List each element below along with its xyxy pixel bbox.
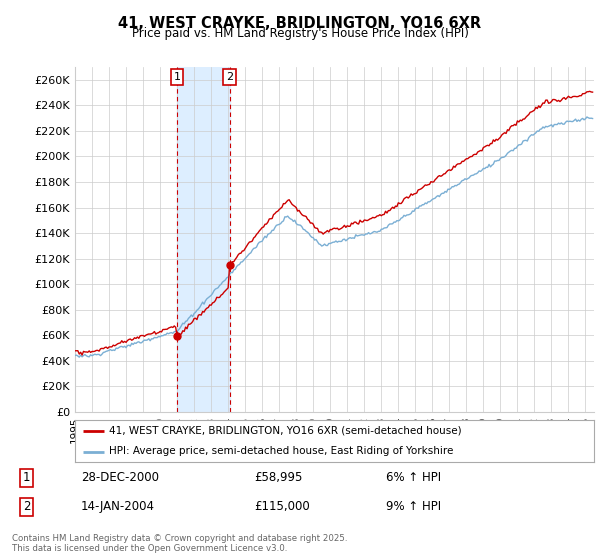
Text: 1: 1 <box>173 72 181 82</box>
Bar <box>177 67 230 412</box>
Text: 6% ↑ HPI: 6% ↑ HPI <box>386 472 442 484</box>
Text: Price paid vs. HM Land Registry's House Price Index (HPI): Price paid vs. HM Land Registry's House … <box>131 27 469 40</box>
Text: 2: 2 <box>23 500 30 513</box>
Text: £58,995: £58,995 <box>254 472 302 484</box>
Text: Contains HM Land Registry data © Crown copyright and database right 2025.
This d: Contains HM Land Registry data © Crown c… <box>12 534 347 553</box>
Text: 14-JAN-2004: 14-JAN-2004 <box>81 500 155 513</box>
Text: £115,000: £115,000 <box>254 500 310 513</box>
Text: 1: 1 <box>23 472 30 484</box>
Text: 28-DEC-2000: 28-DEC-2000 <box>81 472 159 484</box>
Text: 2: 2 <box>226 72 233 82</box>
Text: 41, WEST CRAYKE, BRIDLINGTON, YO16 6XR: 41, WEST CRAYKE, BRIDLINGTON, YO16 6XR <box>118 16 482 31</box>
Text: 41, WEST CRAYKE, BRIDLINGTON, YO16 6XR (semi-detached house): 41, WEST CRAYKE, BRIDLINGTON, YO16 6XR (… <box>109 426 461 436</box>
Text: 9% ↑ HPI: 9% ↑ HPI <box>386 500 442 513</box>
Text: HPI: Average price, semi-detached house, East Riding of Yorkshire: HPI: Average price, semi-detached house,… <box>109 446 453 456</box>
